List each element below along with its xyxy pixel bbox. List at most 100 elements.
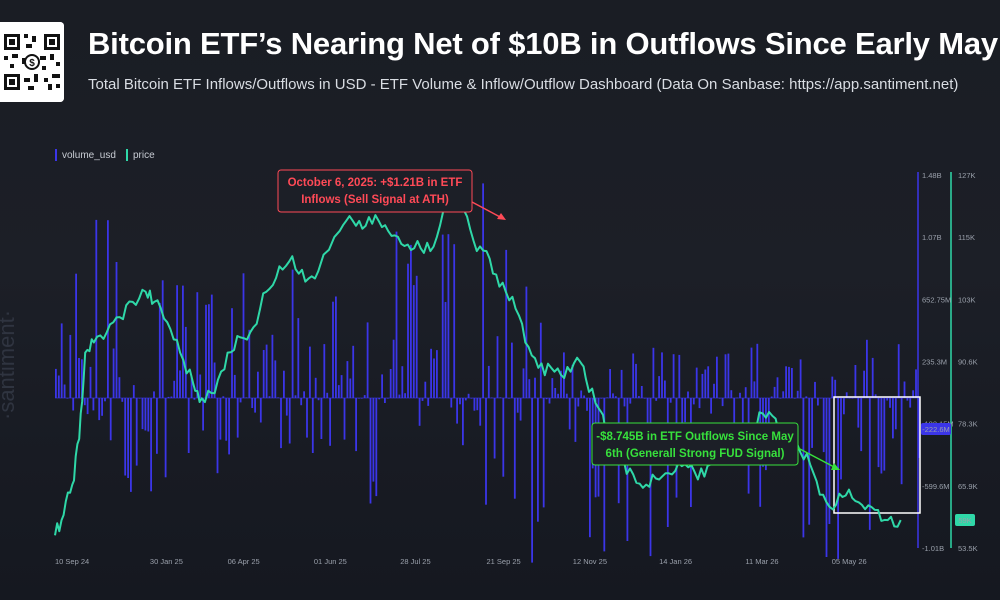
volume-bar <box>854 365 857 398</box>
annotation-ath-line-1: October 6, 2025: +$1.21B in ETF <box>288 177 463 189</box>
volume-bar <box>415 275 418 398</box>
volume-bar <box>156 398 158 454</box>
volume-bar <box>539 322 542 398</box>
volume-bar <box>424 381 427 398</box>
volume-bar <box>511 342 513 398</box>
volume-bar <box>687 391 689 398</box>
volume-bar <box>248 329 251 398</box>
volume-bar <box>704 369 707 398</box>
volume-bar <box>825 398 828 557</box>
volume-bar <box>822 398 825 453</box>
volume-bar <box>713 383 715 398</box>
volume-bar <box>462 398 464 446</box>
volume-bar <box>213 362 216 398</box>
volume-bar <box>366 322 369 398</box>
current-volume-label: -222.6M <box>922 425 950 434</box>
volume-bar <box>150 398 152 492</box>
volume-bar <box>788 366 790 398</box>
volume-bar <box>516 398 519 413</box>
volume-bar <box>496 336 499 398</box>
volume-bar <box>280 398 282 449</box>
legend-volume-swatch <box>55 149 57 161</box>
volume-bar <box>190 375 193 398</box>
volume-bar <box>782 391 785 398</box>
volume-bar <box>845 392 848 398</box>
price-axis: 127K 115K 103K 90.6K 78.3K 65.9K 53.5K <box>958 171 978 553</box>
volume-bar <box>104 398 106 402</box>
annotation-outflows-line-2: 6th (Generall Strong FUD Signal) <box>606 448 785 460</box>
watermark: ·santiment· <box>0 310 19 420</box>
volume-bar <box>259 398 262 423</box>
volume-bar <box>502 398 505 477</box>
price-axis-tick: 53.5K <box>958 544 978 553</box>
volume-bar <box>661 352 663 398</box>
volume-bar <box>482 183 484 398</box>
volume-bar <box>326 392 329 398</box>
volume-bar <box>161 280 164 398</box>
volume-bar <box>444 302 447 398</box>
x-axis-tick: 28 Jul 25 <box>400 557 430 566</box>
volume-bar <box>132 385 135 398</box>
volume-bar <box>147 398 150 432</box>
volume-bar <box>337 385 340 398</box>
volume-bar <box>603 398 606 552</box>
volume-bar <box>389 369 392 398</box>
volume-bar <box>831 376 834 398</box>
volume-bar <box>447 234 450 398</box>
volume-bar <box>196 292 199 398</box>
volume-bar <box>164 398 167 478</box>
volume-bar <box>130 398 132 492</box>
volume-bar <box>433 358 435 398</box>
volume-bar <box>453 244 456 398</box>
volume-bar <box>210 294 213 398</box>
volume-bar <box>557 393 559 398</box>
volume-bar <box>410 244 412 398</box>
volume-bar <box>767 398 770 424</box>
volume-bar <box>236 398 239 438</box>
volume-bar <box>912 390 914 398</box>
price-axis-tick: 90.6K <box>958 358 978 367</box>
volume-bar <box>346 361 349 398</box>
volume-bar <box>262 350 265 398</box>
volume-bar <box>695 367 698 398</box>
volume-bar <box>580 390 583 398</box>
volume-bar <box>883 398 886 471</box>
volume-bar <box>320 398 323 439</box>
volume-bar <box>669 398 672 403</box>
volume-bar <box>721 398 724 407</box>
x-axis-tick: 12 Nov 25 <box>573 557 607 566</box>
volume-bar <box>791 368 793 398</box>
volume-bar <box>724 354 727 398</box>
volume-bar <box>612 393 614 398</box>
volume-bar <box>115 262 118 398</box>
volume-bar <box>381 374 383 398</box>
volume-bar <box>300 398 303 406</box>
volume-bar <box>81 359 83 398</box>
volume-bar <box>158 302 161 398</box>
volume-bar <box>222 396 225 398</box>
volume-bar <box>355 398 357 452</box>
volume-bar <box>306 398 308 438</box>
volume-bar <box>291 269 294 398</box>
volume-bar <box>101 398 103 416</box>
volume-bar <box>271 334 274 398</box>
volume-bar <box>776 377 779 398</box>
volume-axis-tick: 1.07B <box>922 233 942 242</box>
volume-bar <box>828 398 831 524</box>
price-axis-tick: 103K <box>958 295 976 304</box>
volume-bar <box>309 346 311 398</box>
volume-bar <box>179 370 181 398</box>
volume-bar <box>834 379 837 398</box>
volume-bar <box>534 377 536 398</box>
volume-bar <box>372 398 375 482</box>
volume-bar <box>739 392 741 398</box>
volume-bar <box>871 357 874 398</box>
volume-bar <box>770 396 773 398</box>
volume-bar <box>744 387 747 398</box>
volume-bar <box>199 374 202 398</box>
highlight-box <box>833 396 921 514</box>
volume-bar <box>900 398 903 485</box>
volume-bar <box>274 360 277 398</box>
legend-volume-label: volume_usd <box>62 150 116 161</box>
volume-bar <box>664 380 666 398</box>
